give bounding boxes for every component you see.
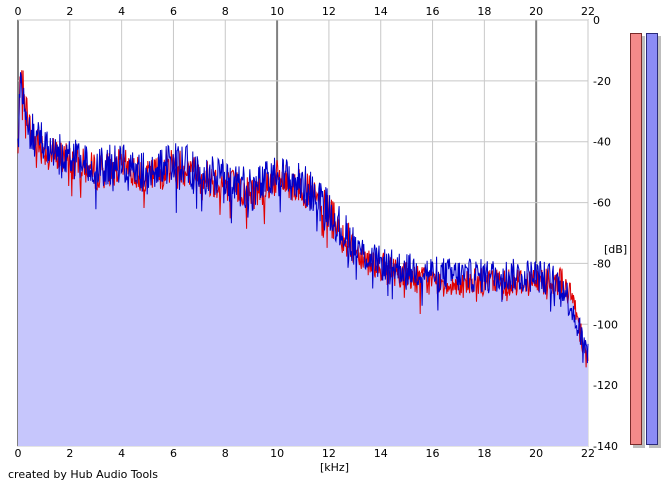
x-tick-label-bottom: 6 (170, 447, 177, 460)
x-tick-label-bottom: 22 (581, 447, 595, 460)
x-tick-label-top: 20 (529, 5, 543, 18)
level-meter-left (630, 33, 642, 445)
y-tick-label: -120 (593, 379, 618, 392)
y-tick-label: 0 (593, 14, 600, 27)
x-tick-label-top: 8 (222, 5, 229, 18)
x-tick-label-top: 6 (170, 5, 177, 18)
x-tick-label-bottom: 16 (426, 447, 440, 460)
y-axis-label: [dB] (604, 243, 627, 256)
x-tick-label-top: 16 (426, 5, 440, 18)
y-tick-label: -60 (593, 197, 611, 210)
x-tick-label-top: 14 (374, 5, 388, 18)
y-tick-label: -20 (593, 75, 611, 88)
x-tick-label-top: 0 (15, 5, 22, 18)
x-tick-label-top: 10 (270, 5, 284, 18)
credit-text: created by Hub Audio Tools (8, 468, 158, 481)
x-tick-label-bottom: 2 (66, 447, 73, 460)
y-tick-label: -140 (593, 440, 618, 453)
x-tick-label-top: 12 (322, 5, 336, 18)
y-tick-label: -40 (593, 136, 611, 149)
x-tick-label-bottom: 14 (374, 447, 388, 460)
y-tick-label: -100 (593, 318, 618, 331)
x-tick-label-bottom: 20 (529, 447, 543, 460)
x-tick-label-bottom: 18 (477, 447, 491, 460)
level-meter-right (646, 33, 658, 445)
x-tick-label-bottom: 4 (118, 447, 125, 460)
x-tick-label-bottom: 10 (270, 447, 284, 460)
x-tick-label-top: 4 (118, 5, 125, 18)
x-tick-label-top: 22 (581, 5, 595, 18)
x-axis-label: [kHz] (320, 461, 349, 474)
x-tick-label-top: 2 (66, 5, 73, 18)
x-tick-label-bottom: 8 (222, 447, 229, 460)
axis-ticks: 002244668810101212141416161818202022220-… (15, 5, 618, 460)
x-tick-label-bottom: 0 (15, 447, 22, 460)
spectrum-series-blue (17, 72, 589, 364)
y-tick-label: -80 (593, 257, 611, 270)
x-tick-label-bottom: 12 (322, 447, 336, 460)
x-tick-label-top: 18 (477, 5, 491, 18)
